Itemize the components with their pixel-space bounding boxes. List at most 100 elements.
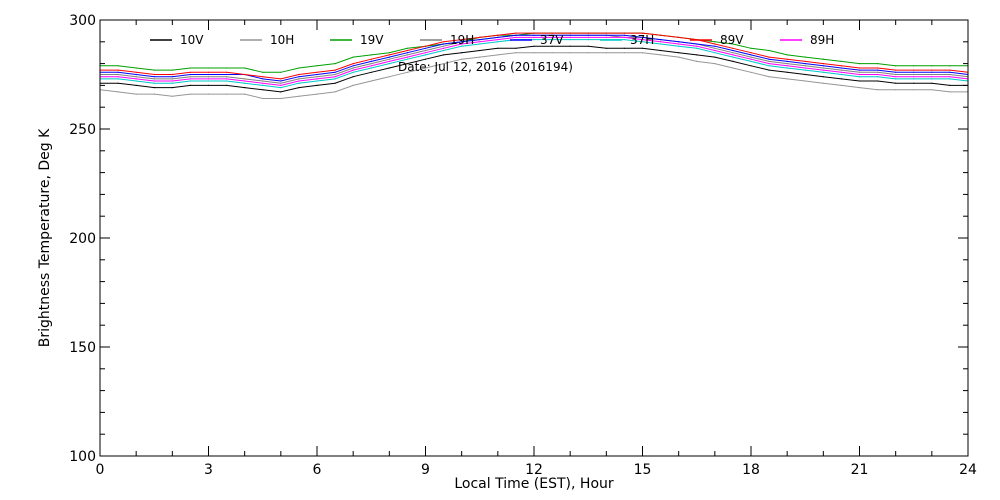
data-point-19v bbox=[786, 54, 788, 56]
data-point-10v bbox=[244, 87, 246, 89]
data-point-10v bbox=[804, 73, 806, 76]
legend-label-37v: 37V bbox=[540, 33, 564, 47]
data-point-10v bbox=[569, 45, 571, 47]
x-tick-label: 15 bbox=[634, 462, 652, 478]
data-point-37v bbox=[641, 36, 644, 39]
data-point-19h bbox=[135, 76, 137, 78]
data-point-89h bbox=[551, 36, 553, 39]
data-point-37h bbox=[135, 80, 137, 82]
data-point-19h bbox=[207, 76, 210, 78]
data-point-19v bbox=[913, 65, 915, 67]
data-point-10v bbox=[768, 69, 770, 71]
y-tick-label: 200 bbox=[69, 231, 96, 247]
data-point-37h bbox=[298, 82, 300, 84]
x-tick-label: 0 bbox=[96, 462, 105, 478]
data-point-89v bbox=[135, 71, 137, 73]
data-point-37h bbox=[804, 69, 806, 71]
y-tick-label: 150 bbox=[69, 340, 96, 356]
data-point-10v bbox=[153, 87, 155, 89]
data-point-19h bbox=[388, 58, 390, 60]
data-point-89h bbox=[406, 56, 408, 58]
data-point-89v bbox=[117, 69, 119, 71]
axis-ticks bbox=[99, 19, 969, 457]
data-point-37v bbox=[768, 58, 770, 60]
data-point-89v bbox=[370, 58, 372, 60]
data-point-37v bbox=[388, 56, 390, 58]
data-point-19v bbox=[949, 65, 951, 67]
data-point-89h bbox=[171, 80, 173, 82]
data-point-10h bbox=[858, 87, 861, 89]
data-point-89v bbox=[895, 69, 897, 71]
data-point-89h bbox=[497, 39, 499, 41]
data-point-89h bbox=[732, 54, 734, 56]
x-tick-label: 21 bbox=[851, 462, 869, 478]
data-point-10h bbox=[443, 63, 445, 65]
data-point-89h bbox=[768, 63, 770, 65]
x-tick-label: 3 bbox=[204, 462, 213, 478]
data-point-89v bbox=[189, 71, 191, 73]
legend-label-89v: 89V bbox=[720, 33, 744, 47]
data-point-37v bbox=[280, 80, 282, 82]
data-point-37h bbox=[714, 52, 716, 54]
data-point-37h bbox=[641, 41, 644, 43]
data-point-89h bbox=[696, 45, 698, 47]
data-point-89v bbox=[804, 60, 806, 63]
data-point-37h bbox=[171, 82, 173, 84]
data-point-10v bbox=[840, 78, 843, 80]
data-point-19h bbox=[804, 65, 806, 67]
data-point-37v bbox=[443, 43, 445, 45]
data-point-10h bbox=[533, 52, 535, 54]
data-point-10h bbox=[226, 93, 228, 95]
data-point-10h bbox=[768, 76, 770, 78]
data-point-10v bbox=[732, 60, 734, 63]
data-point-37v bbox=[877, 69, 879, 71]
data-point-89h bbox=[334, 76, 336, 78]
data-point-89v bbox=[660, 34, 662, 36]
data-point-37v bbox=[497, 36, 499, 39]
data-point-19h bbox=[714, 47, 716, 49]
data-point-37h bbox=[660, 43, 662, 45]
data-point-89v bbox=[226, 71, 228, 73]
data-point-37h bbox=[931, 78, 933, 80]
data-point-89v bbox=[714, 43, 716, 45]
data-point-37v bbox=[117, 71, 119, 73]
data-point-89v bbox=[461, 39, 463, 41]
data-point-89h bbox=[949, 76, 951, 78]
data-point-10v bbox=[388, 67, 390, 69]
data-point-89v bbox=[822, 63, 824, 65]
data-point-19v bbox=[804, 56, 806, 58]
data-point-37v bbox=[732, 49, 734, 52]
data-point-37h bbox=[207, 80, 210, 82]
data-point-19h bbox=[786, 63, 788, 65]
x-tick-label: 18 bbox=[742, 462, 760, 478]
data-point-37h bbox=[262, 84, 264, 86]
legend-label-19h: 19H bbox=[450, 33, 474, 47]
data-point-10v bbox=[497, 47, 499, 49]
data-point-89v bbox=[931, 69, 933, 71]
data-point-89h bbox=[262, 82, 264, 84]
data-point-10v bbox=[551, 45, 553, 47]
data-point-89v bbox=[623, 32, 626, 34]
data-point-89h bbox=[352, 69, 354, 71]
data-point-19v bbox=[352, 56, 354, 58]
data-point-89v bbox=[732, 47, 734, 49]
data-point-37h bbox=[334, 78, 336, 80]
data-point-89h bbox=[515, 36, 517, 39]
data-point-19v bbox=[135, 67, 137, 69]
y-tick-label: 250 bbox=[69, 122, 96, 138]
data-point-89v bbox=[858, 67, 861, 69]
data-point-89h bbox=[117, 76, 119, 78]
data-point-19h bbox=[949, 73, 951, 76]
data-point-37h bbox=[370, 67, 372, 69]
data-point-10h bbox=[316, 93, 318, 95]
data-point-37v bbox=[406, 52, 408, 54]
data-point-10v bbox=[696, 54, 698, 56]
data-point-10h bbox=[660, 54, 662, 56]
data-point-19v bbox=[714, 41, 716, 43]
data-point-10h bbox=[515, 52, 517, 54]
data-point-10h bbox=[623, 52, 626, 54]
data-point-19h bbox=[117, 73, 119, 76]
data-point-37v bbox=[207, 73, 210, 76]
